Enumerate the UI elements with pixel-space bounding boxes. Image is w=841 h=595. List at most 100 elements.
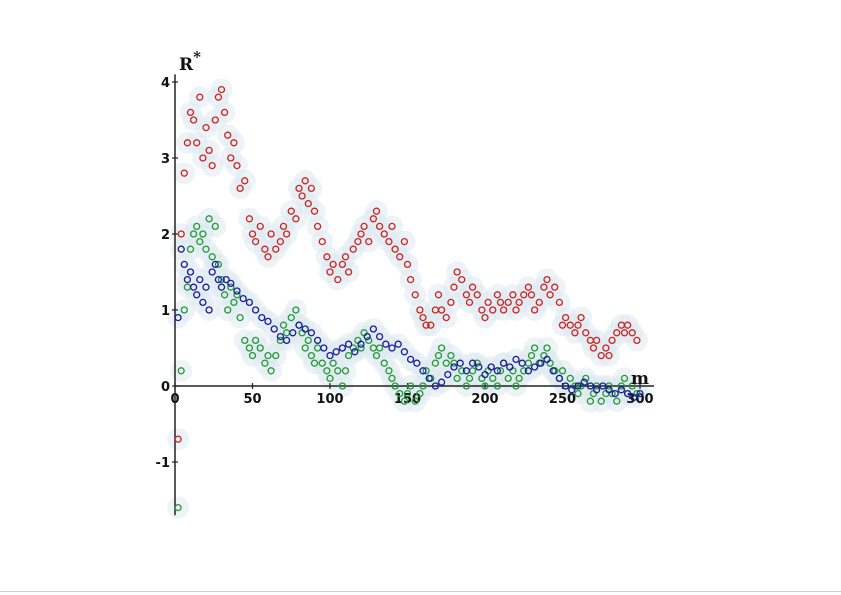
data-point [574,389,582,398]
data-point [630,393,638,402]
data-point [403,389,412,398]
data-point [287,207,295,215]
data-point [211,260,219,269]
data-point [450,363,458,371]
data-point [633,336,641,345]
data-point [489,374,497,383]
data-point [543,355,551,364]
data-point [295,184,303,193]
data-point [318,237,326,246]
data-point [357,230,365,238]
data-point [396,253,404,261]
data-point [208,268,216,276]
data-point [230,298,238,307]
data-point [506,363,514,371]
data-point [411,397,419,405]
data-point [307,329,316,337]
data-point [444,370,452,379]
data-point [239,294,247,303]
data-point [236,184,244,193]
data-point [512,355,520,364]
data-point [391,245,399,253]
data-point [318,359,326,367]
data-point [217,283,226,291]
data-point [344,340,353,348]
data-point [193,291,201,299]
data-point [267,230,275,238]
data-point [558,321,567,329]
data-point [245,344,254,352]
data-point [388,344,396,352]
data-point [189,283,198,291]
data-point [571,329,579,337]
data-point [180,169,188,177]
data-point [310,207,319,215]
data-point [251,336,260,345]
point-halo [188,86,211,109]
data-point [434,351,443,360]
data-point [473,291,481,299]
data-point [489,306,497,314]
data-point [597,397,605,405]
data-point [227,283,235,291]
data-point [582,329,590,337]
data-point [400,237,409,246]
data-point [623,321,632,329]
data-point [487,363,495,371]
data-point [344,351,353,360]
data-point [385,237,393,246]
data-point [211,116,219,124]
data-point [617,386,626,394]
data-point [186,268,195,276]
data-point [264,253,272,261]
data-point [561,313,570,322]
data-point [233,287,241,295]
data-point [320,344,328,352]
data-point [406,382,415,390]
data-point [360,222,368,231]
data-point [341,367,350,375]
data-point [599,382,607,390]
data-point [233,161,241,170]
data-point [264,351,272,360]
data-point [375,222,384,231]
data-point [512,382,520,390]
x-tick-label: 200 [471,392,498,407]
data-point [512,306,520,314]
data-point [437,306,446,314]
data-point [227,154,235,162]
series-1 [174,85,641,443]
point-halo [393,230,416,253]
data-point [416,306,424,314]
y-tick-label: 4 [161,76,170,91]
data-point [186,245,195,253]
data-point [349,344,357,352]
data-point [344,268,353,276]
data-point [276,332,285,341]
data-point [245,215,254,223]
data-point [369,215,378,223]
data-point [411,291,419,299]
data-point [177,245,185,253]
data-point [530,363,539,371]
data-point [202,123,210,132]
data-point [372,351,381,360]
data-point [199,298,207,307]
data-point [540,283,548,291]
data-point [227,279,235,288]
data-point [481,370,489,379]
data-point [230,139,238,147]
data-point [419,313,427,322]
data-point [549,367,557,375]
data-point [543,275,551,284]
data-point [613,329,621,337]
data-point [620,329,629,337]
data-point [205,306,213,314]
data-point [473,359,481,367]
data-point [496,298,505,307]
data-point [224,306,232,314]
y-axis-label-star: * [193,48,201,66]
data-point [447,351,455,360]
data-point [602,344,610,352]
data-point [334,275,342,284]
